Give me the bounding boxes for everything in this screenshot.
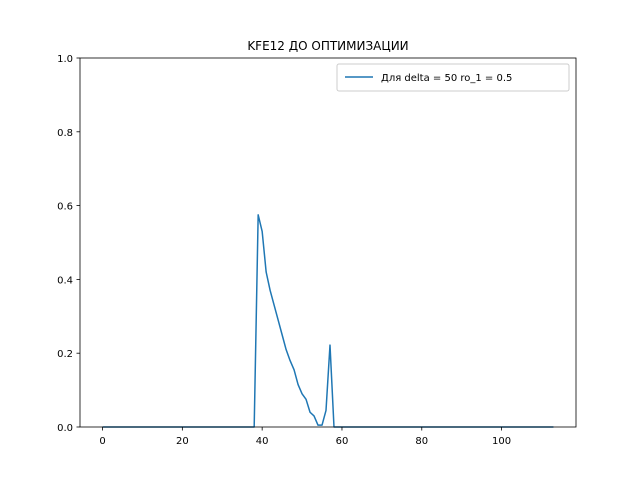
y-tick-label: 1.0: [57, 54, 73, 65]
plot-frame: [79, 57, 577, 428]
chart-title: KFE12 ДО ОПТИМИЗАЦИИ: [247, 39, 408, 53]
y-tick-label: 0.8: [57, 128, 73, 139]
x-tick-label: 40: [256, 436, 269, 447]
legend-box: [336, 63, 570, 92]
series-layer: [102, 214, 554, 428]
x-tick-label: 60: [336, 436, 349, 447]
series-line-0: [102, 214, 554, 428]
x-tick-label: 100: [492, 436, 511, 447]
legend: Для delta = 50 ro_1 = 0.5: [336, 63, 570, 92]
legend-label: Для delta = 50 ro_1 = 0.5: [381, 73, 512, 84]
x-tick-label: 0: [99, 436, 105, 447]
y-tick-label: 0.4: [57, 275, 73, 286]
x-tick-label: 20: [176, 436, 189, 447]
y-tick-label: 0.6: [57, 202, 73, 213]
axes-layer: 0 20 40 60 80 100 0.0 0.2 0.4 0.6 0.8 1.0: [57, 54, 577, 447]
y-tick-label: 0.0: [57, 423, 73, 434]
x-tick-label: 80: [415, 436, 428, 447]
y-tick-label: 0.2: [57, 349, 73, 360]
